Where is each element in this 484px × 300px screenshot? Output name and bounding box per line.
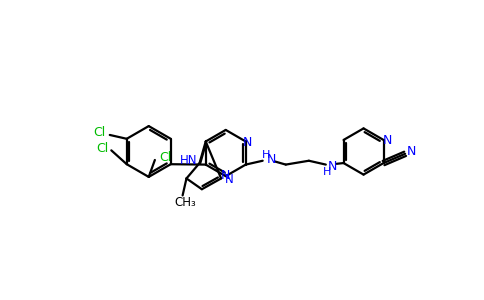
Text: Cl: Cl xyxy=(93,126,105,139)
Text: Cl: Cl xyxy=(159,151,171,164)
Text: N: N xyxy=(328,160,337,172)
Text: N: N xyxy=(383,134,392,147)
Text: H: H xyxy=(262,150,271,160)
Text: HN: HN xyxy=(180,154,197,167)
Text: Cl: Cl xyxy=(96,142,108,154)
Text: N: N xyxy=(407,145,416,158)
Text: N: N xyxy=(242,136,252,149)
Text: N: N xyxy=(221,169,230,182)
Text: CH₃: CH₃ xyxy=(175,196,197,209)
Text: N: N xyxy=(225,173,233,187)
Text: H: H xyxy=(323,167,332,177)
Text: N: N xyxy=(267,154,276,166)
